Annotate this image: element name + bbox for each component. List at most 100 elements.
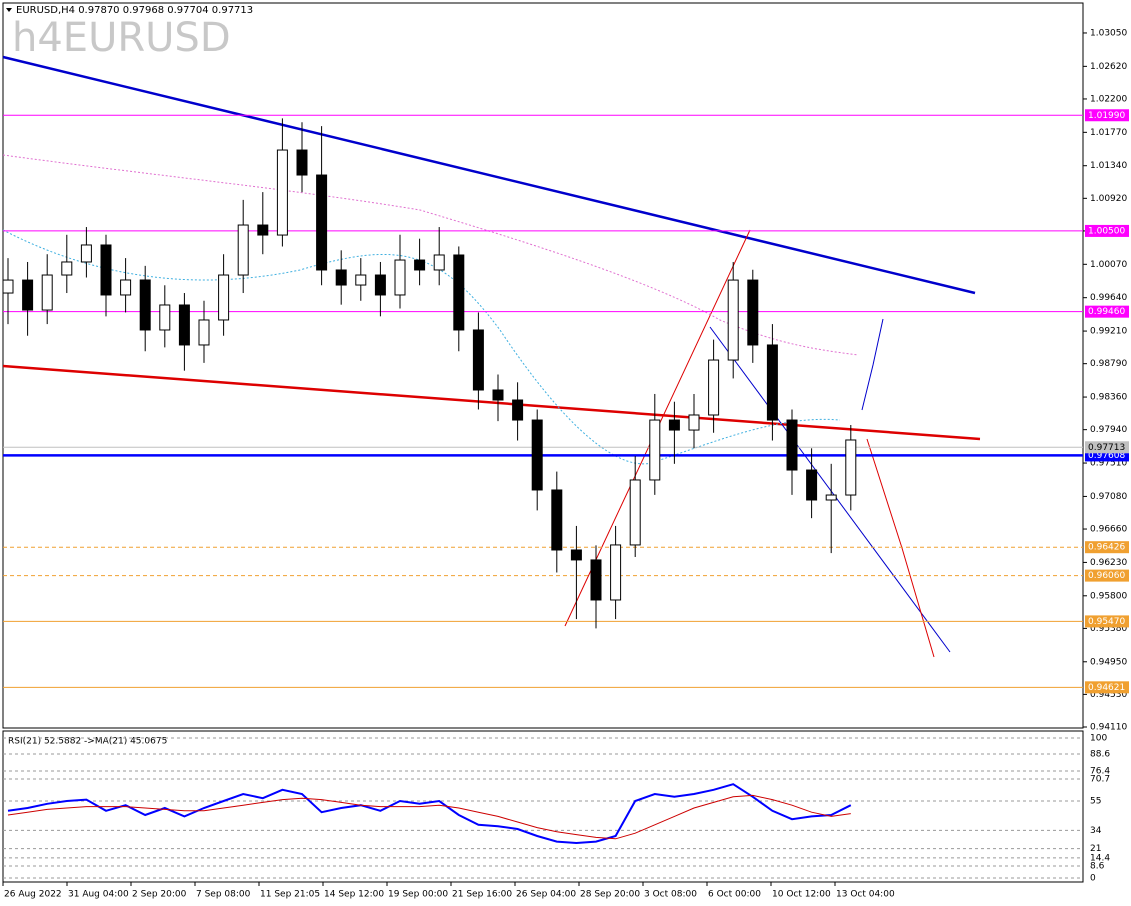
y-tick-label: 8.6 xyxy=(1090,861,1105,871)
y-tick-label: 21 xyxy=(1090,844,1101,854)
candle-body xyxy=(649,419,661,481)
candle-body xyxy=(531,419,543,491)
y-tick-label: 0.97080 xyxy=(1090,492,1127,502)
candle-body xyxy=(22,279,34,311)
rsi-line xyxy=(7,783,852,845)
y-tick-label: 1.02620 xyxy=(1090,62,1127,72)
price-label: 0.97608 xyxy=(1088,451,1125,461)
candle-body xyxy=(355,274,367,286)
x-tick-label: 26 Aug 2022 xyxy=(4,890,62,900)
trend-lines xyxy=(2,55,981,658)
y-tick-label: 0.98790 xyxy=(1090,359,1127,369)
x-tick-label: 21 Sep 16:00 xyxy=(452,890,512,900)
y-tick-label: 0.97940 xyxy=(1090,425,1127,435)
rsi-panel xyxy=(2,730,1084,883)
candle-body xyxy=(512,399,524,421)
candle-body xyxy=(257,224,269,236)
price-label-box xyxy=(1085,305,1129,318)
x-tick-label: 14 Sep 12:00 xyxy=(324,890,384,900)
y-tick-label: 0.99210 xyxy=(1090,327,1127,337)
y-tick-label: 14.4 xyxy=(1090,853,1110,863)
candle-body xyxy=(708,359,720,416)
trend-line xyxy=(2,364,981,441)
candle-body xyxy=(453,254,465,331)
candle-body xyxy=(394,259,406,296)
y-tick-label: 0.97510 xyxy=(1090,459,1127,469)
candle-body xyxy=(825,494,837,501)
symbol-info: EURUSD,H4 0.97870 0.97968 0.97704 0.9771… xyxy=(16,5,253,16)
price-label-box xyxy=(1085,569,1129,582)
price-label: 0.94621 xyxy=(1088,683,1125,693)
candle-body xyxy=(433,254,445,271)
trend-line xyxy=(709,326,951,653)
candle-body xyxy=(492,389,504,401)
main-panel xyxy=(2,2,1084,729)
price-label: 1.00500 xyxy=(1088,226,1125,236)
price-label-box xyxy=(1085,224,1129,237)
header-arrow xyxy=(6,8,12,12)
x-tick-label: 19 Sep 00:00 xyxy=(388,890,448,900)
price-label: 0.99460 xyxy=(1088,307,1125,317)
candle-body xyxy=(374,274,386,296)
price-label: 0.95470 xyxy=(1088,617,1125,627)
x-tick-label: 3 Oct 08:00 xyxy=(644,890,697,900)
candle-body xyxy=(472,329,484,391)
candle-body xyxy=(570,549,582,561)
candle-body xyxy=(688,414,700,431)
x-tick-label: 28 Sep 20:00 xyxy=(580,890,640,900)
current-price-label: 0.97713 xyxy=(1088,443,1125,453)
candle-body xyxy=(198,319,210,346)
candle-body xyxy=(747,279,759,346)
price-label: 1.01990 xyxy=(1088,111,1125,121)
y-tick-label: 76.4 xyxy=(1090,767,1110,777)
y-tick-label: 0.95380 xyxy=(1090,624,1127,634)
x-tick-label: 11 Sep 21:05 xyxy=(260,890,320,900)
y-tick-label: 88.6 xyxy=(1090,749,1110,759)
trend-line xyxy=(2,55,976,295)
candle-body xyxy=(178,304,190,346)
candle-body xyxy=(2,279,14,294)
x-tick-label: 13 Oct 04:00 xyxy=(836,890,895,900)
y-tick-label: 1.00920 xyxy=(1090,194,1127,204)
candle-body xyxy=(139,279,151,331)
x-tick-label: 10 Oct 12:00 xyxy=(772,890,831,900)
price-label: 0.96060 xyxy=(1088,571,1125,581)
y-tick-label: 1.01770 xyxy=(1090,128,1127,138)
y-tick-label: 0.94110 xyxy=(1090,722,1127,732)
x-tick-label: 31 Aug 04:00 xyxy=(68,890,129,900)
y-tick-label: 0.99640 xyxy=(1090,293,1127,303)
candle-body xyxy=(41,274,53,311)
watermark: h4EURUSD xyxy=(12,15,231,61)
moving-average xyxy=(2,229,841,465)
y-tick-label: 1.02200 xyxy=(1090,94,1127,104)
candle-body xyxy=(296,149,308,176)
candle-body xyxy=(590,559,602,601)
candle-body xyxy=(159,304,171,331)
y-tick-label: 0.94530 xyxy=(1090,690,1127,700)
y-tick-label: 100 xyxy=(1090,734,1107,744)
price-label-box xyxy=(1085,615,1129,628)
candle-body xyxy=(727,279,739,361)
x-tick-label: 6 Oct 00:00 xyxy=(708,890,761,900)
x-tick-label: 2 Sep 20:00 xyxy=(132,890,187,900)
candle-body xyxy=(668,419,680,431)
candle-body xyxy=(335,269,347,286)
candle-body xyxy=(551,489,563,551)
candle-body xyxy=(806,469,818,501)
current-price-box xyxy=(1085,441,1129,454)
y-tick-label: 0.96230 xyxy=(1090,558,1127,568)
projection xyxy=(861,318,884,411)
candle-body xyxy=(766,344,778,421)
y-tick-label: 70.7 xyxy=(1090,775,1110,785)
candle-body xyxy=(316,174,328,271)
rsi-line xyxy=(7,794,851,840)
y-tick-label: 1.01340 xyxy=(1090,161,1127,171)
price-label-box xyxy=(1085,541,1129,554)
candle-body xyxy=(218,274,230,321)
candle-body xyxy=(120,279,132,296)
x-tick-label: 7 Sep 08:00 xyxy=(196,890,251,900)
candle-body xyxy=(80,244,92,263)
y-tick-label: 0.96660 xyxy=(1090,525,1127,535)
y-tick-label: 1.00070 xyxy=(1090,260,1127,270)
projection xyxy=(866,438,935,658)
